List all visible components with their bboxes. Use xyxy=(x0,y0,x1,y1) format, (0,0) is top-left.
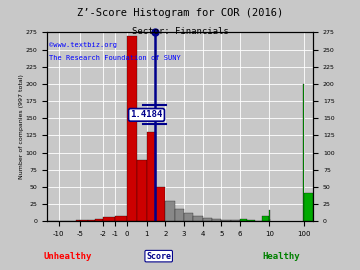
Bar xyxy=(240,219,247,221)
Bar xyxy=(269,210,270,221)
Text: Sector: Financials: Sector: Financials xyxy=(132,27,228,36)
Bar xyxy=(212,219,221,221)
Bar xyxy=(304,193,313,221)
Bar xyxy=(203,218,212,221)
Bar xyxy=(175,209,184,221)
Bar xyxy=(231,220,240,221)
Bar xyxy=(127,36,137,221)
Bar xyxy=(156,187,165,221)
Bar xyxy=(80,220,87,221)
Text: Z’-Score Histogram for COR (2016): Z’-Score Histogram for COR (2016) xyxy=(77,8,283,18)
Bar xyxy=(87,220,95,221)
Text: The Research Foundation of SUNY: The Research Foundation of SUNY xyxy=(49,55,181,61)
Bar xyxy=(184,213,193,221)
Bar xyxy=(247,220,255,221)
Bar xyxy=(76,220,80,221)
Bar xyxy=(95,219,103,221)
Y-axis label: Number of companies (997 total): Number of companies (997 total) xyxy=(19,75,24,179)
Bar xyxy=(193,216,203,221)
Text: Score: Score xyxy=(146,252,171,261)
Text: ©www.textbiz.org: ©www.textbiz.org xyxy=(49,42,117,48)
Bar xyxy=(137,160,147,221)
Bar xyxy=(115,216,127,221)
Bar xyxy=(303,84,304,221)
Text: Unhealthy: Unhealthy xyxy=(44,252,92,261)
Bar xyxy=(221,220,231,221)
Bar xyxy=(103,217,115,221)
Text: 1.4184: 1.4184 xyxy=(130,110,163,119)
Text: Healthy: Healthy xyxy=(262,252,300,261)
Bar xyxy=(147,132,156,221)
Bar xyxy=(165,201,175,221)
Bar xyxy=(262,216,269,221)
